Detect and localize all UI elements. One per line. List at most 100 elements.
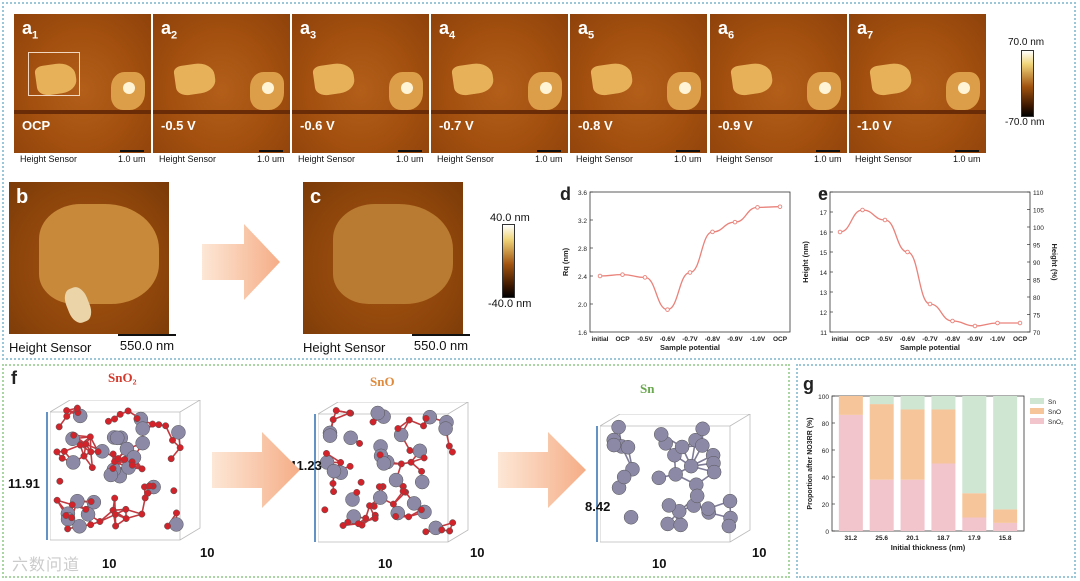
afm-caption: Height Sensor bbox=[855, 154, 913, 164]
o-atom bbox=[114, 455, 122, 463]
x-axis-label: Sample potential bbox=[660, 343, 720, 352]
afm-panel: a7 -1.0 V bbox=[849, 14, 986, 153]
sn-atom bbox=[65, 455, 81, 470]
y-tick-label: 3.2 bbox=[578, 218, 587, 225]
o-atom bbox=[149, 420, 157, 428]
chart-g: 0 20 40 60 80 100 31.2 25.6 20.1 18.7 17.9 15.8 Init… bbox=[807, 394, 1064, 552]
panel-c-colorbar-max: 40.0 nm bbox=[490, 212, 530, 224]
sn-atom bbox=[171, 425, 186, 440]
sn-atom bbox=[406, 496, 422, 511]
x-tick-label: -0.5V bbox=[877, 336, 893, 343]
y-tick-label: 3.6 bbox=[578, 190, 587, 197]
x-tick-label: 15.8 bbox=[999, 535, 1012, 542]
afm-caption: Height Sensor bbox=[298, 154, 356, 164]
o-atom bbox=[353, 488, 361, 496]
afm-potential: OCP bbox=[22, 118, 51, 133]
height-guide bbox=[314, 414, 316, 542]
sn-atom bbox=[700, 501, 716, 516]
afm-scalebar: 1.0 um bbox=[814, 150, 842, 164]
y-tick-label: 12 bbox=[820, 310, 828, 317]
o-atom bbox=[346, 409, 354, 417]
afm-caption: Height Sensor bbox=[20, 154, 78, 164]
afm-scalebar-label: 1.0 um bbox=[674, 154, 702, 164]
o-atom bbox=[144, 489, 152, 497]
afm-scalebar: 1.0 um bbox=[257, 150, 285, 164]
o-atom bbox=[56, 477, 64, 485]
o-atom bbox=[109, 465, 117, 472]
sn-atom bbox=[683, 458, 699, 474]
afm-colorbar bbox=[1021, 50, 1034, 117]
o-atom bbox=[86, 433, 94, 441]
o-atom bbox=[167, 455, 175, 463]
x-axis-label: Sample potential bbox=[900, 343, 960, 352]
sn-atom bbox=[345, 492, 360, 507]
x-tick-label: -0.6V bbox=[660, 336, 676, 343]
data-point bbox=[837, 229, 843, 235]
structure-title: SnO₂ bbox=[108, 370, 137, 385]
legend-swatch bbox=[1030, 418, 1044, 424]
data-point bbox=[642, 275, 648, 280]
o-atom bbox=[170, 487, 178, 495]
o-atom bbox=[405, 513, 413, 521]
chart-d: 1.6 2.0 2.4 2.8 3.2 3.6 initial OCP -0.5V -0.6V -0… bbox=[561, 190, 791, 352]
afm-potential: -0.5 V bbox=[161, 118, 196, 133]
afm-flake bbox=[451, 61, 495, 97]
x-tick-label: 31.2 bbox=[845, 535, 858, 542]
o-atom bbox=[392, 512, 400, 520]
bottom-left-frame bbox=[2, 364, 790, 578]
sn-atom bbox=[653, 427, 669, 442]
o-atom bbox=[406, 447, 414, 454]
afm-scalebar: 1.0 um bbox=[118, 150, 146, 164]
o-atom bbox=[111, 415, 118, 423]
afm-flake bbox=[869, 61, 913, 97]
dimension-width: 10 bbox=[378, 556, 393, 571]
o-atom bbox=[389, 500, 397, 508]
o-atom bbox=[407, 458, 415, 466]
data-point bbox=[882, 217, 888, 223]
transform-arrow bbox=[212, 432, 300, 508]
o-atom bbox=[366, 502, 374, 510]
plot-frame bbox=[831, 395, 1025, 532]
o-atom bbox=[449, 519, 457, 527]
sn-atom bbox=[722, 493, 738, 509]
bar-sn bbox=[993, 396, 1018, 510]
y-tick-label: 60 bbox=[822, 448, 830, 455]
sn-atom bbox=[623, 509, 639, 525]
x-tick-label: 18.7 bbox=[937, 535, 950, 542]
y-tick-label: 40 bbox=[822, 475, 830, 482]
sn-atom bbox=[695, 421, 710, 437]
afm-flake bbox=[730, 61, 774, 97]
sn-atom bbox=[695, 438, 710, 453]
sn-atom bbox=[110, 430, 125, 446]
sn-atom bbox=[135, 421, 150, 436]
bar-sn bbox=[900, 396, 925, 410]
x-tick-label: -1.0V bbox=[990, 336, 1006, 343]
o-atom bbox=[445, 442, 453, 450]
o-atom bbox=[371, 514, 379, 522]
panel-c-scalebar: 550.0 nm bbox=[412, 334, 470, 353]
bar-sno2 bbox=[838, 414, 863, 531]
o-atom bbox=[87, 521, 95, 529]
o-atom bbox=[330, 488, 338, 496]
unit-cell-box bbox=[600, 414, 751, 543]
sn-atom bbox=[611, 419, 626, 435]
y2-tick-label: 90 bbox=[1033, 260, 1041, 267]
o-atom bbox=[321, 506, 329, 514]
o-atom bbox=[87, 498, 95, 505]
afm-scalebar: 1.0 um bbox=[396, 150, 424, 164]
x-tick-label: -0.7V bbox=[682, 336, 698, 343]
panel-d-label: d bbox=[560, 184, 571, 204]
o-atom bbox=[344, 518, 352, 526]
y-tick-label: 20 bbox=[822, 502, 830, 509]
y2-tick-label: 85 bbox=[1033, 278, 1041, 285]
transform-arrow-shape bbox=[498, 432, 586, 508]
o-atom bbox=[448, 448, 456, 456]
sn-atom bbox=[343, 430, 358, 446]
o-atom bbox=[329, 480, 337, 487]
panel-e-label: e bbox=[818, 184, 829, 204]
y-tick-label: 11 bbox=[820, 330, 827, 337]
panel-b-label: b bbox=[16, 186, 29, 208]
y2-axis-label: Height (%) bbox=[1050, 243, 1059, 281]
dimension-depth: 10 bbox=[200, 545, 215, 560]
o-atom bbox=[53, 496, 61, 504]
